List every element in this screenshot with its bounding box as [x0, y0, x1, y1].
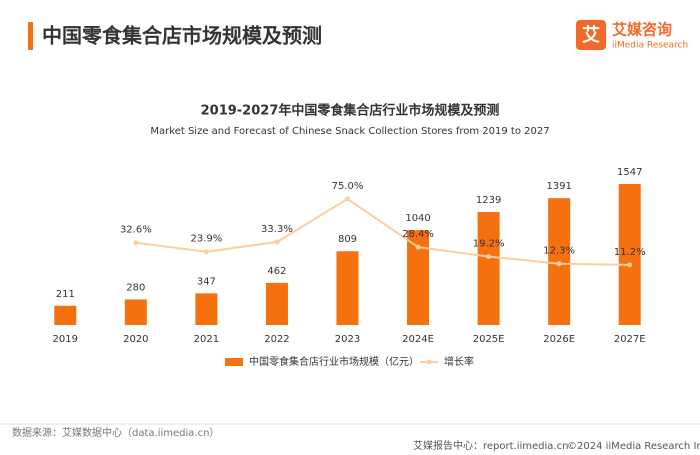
growth-label: 28.4%: [402, 229, 434, 240]
bar: [336, 251, 359, 325]
footer-report: 艾媒报告中心：report.iimedia.cn: [413, 439, 568, 452]
logo-mark: 艾: [582, 24, 600, 46]
growth-point: [415, 244, 421, 250]
growth-label: 33.3%: [261, 224, 293, 235]
growth-point: [486, 254, 492, 260]
legend-swatch-dot: [426, 359, 432, 365]
x-tick-label: 2021: [194, 334, 219, 345]
x-tick-label: 2025E: [473, 334, 505, 345]
growth-point: [274, 239, 280, 245]
bar: [407, 230, 430, 325]
bar: [124, 299, 147, 325]
bar-label: 280: [126, 282, 145, 293]
page-title: 中国零食集合店市场规模及预测: [42, 24, 322, 48]
growth-point: [345, 196, 350, 202]
legend-label: 增长率: [444, 355, 474, 368]
growth-point: [133, 240, 139, 246]
bar-label: 1239: [476, 195, 501, 206]
footer-source: 数据来源：艾媒数据中心（data.iimedia.cn）: [12, 426, 219, 439]
x-tick-label: 2022: [264, 334, 289, 345]
bar-label: 211: [56, 289, 75, 300]
x-tick-label: 2020: [123, 334, 148, 345]
chart-subtitle: Market Size and Forecast of Chinese Snac…: [150, 126, 549, 137]
growth-label: 11.2%: [614, 247, 646, 258]
logo-sub: iiMedia Research: [612, 41, 688, 51]
growth-point: [627, 262, 633, 268]
x-tick-label: 2026E: [543, 334, 575, 345]
logo-icon: [576, 20, 606, 50]
x-tick-label: 2024E: [402, 334, 434, 345]
growth-label: 12.3%: [543, 246, 575, 257]
footer-copyright: ©2024 iiMedia Research Inc: [567, 441, 700, 452]
logo-name: 艾媒咨询: [612, 21, 672, 39]
bar-label: 1040: [405, 213, 430, 224]
bar-label: 347: [197, 276, 216, 287]
growth-label: 32.6%: [120, 225, 152, 236]
legend-label: 中国零食集合店行业市场规模（亿元）: [249, 355, 419, 368]
growth-line: [135, 197, 630, 266]
x-tick-label: 2023: [335, 334, 360, 345]
growth-point: [556, 261, 562, 267]
bar: [54, 305, 77, 325]
growth-point: [203, 249, 209, 255]
x-tick-label: 2019: [53, 334, 78, 345]
title-accent: [28, 22, 33, 50]
bar: [477, 212, 500, 325]
growth-label: 75.0%: [332, 181, 364, 192]
bar: [618, 183, 641, 325]
bar: [195, 293, 218, 325]
legend-swatch: [225, 358, 243, 366]
growth-label: 19.2%: [473, 239, 505, 250]
growth-label: 23.9%: [190, 234, 222, 245]
bar-label: 1391: [546, 181, 571, 192]
bar-label: 809: [338, 234, 357, 245]
bar: [265, 282, 288, 325]
bar-label: 462: [267, 266, 286, 277]
chart-title: 2019-2027年中国零食集合店行业市场规模及预测: [201, 103, 500, 119]
bar-label: 1547: [617, 167, 642, 178]
x-tick-label: 2027E: [614, 334, 646, 345]
